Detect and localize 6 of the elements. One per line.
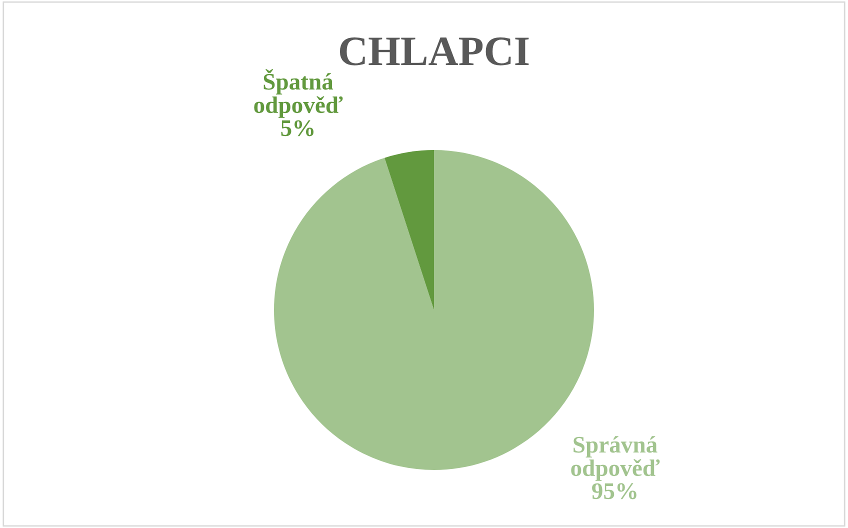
data-label: 95% bbox=[592, 483, 636, 500]
pie-slice bbox=[384, 150, 434, 310]
slice-label: Správná odpověď bbox=[571, 436, 660, 481]
chart-title: CHLAPCI bbox=[340, 37, 529, 66]
data-label: 5% bbox=[281, 120, 314, 136]
slice-label: Špatná odpověď bbox=[254, 69, 343, 118]
